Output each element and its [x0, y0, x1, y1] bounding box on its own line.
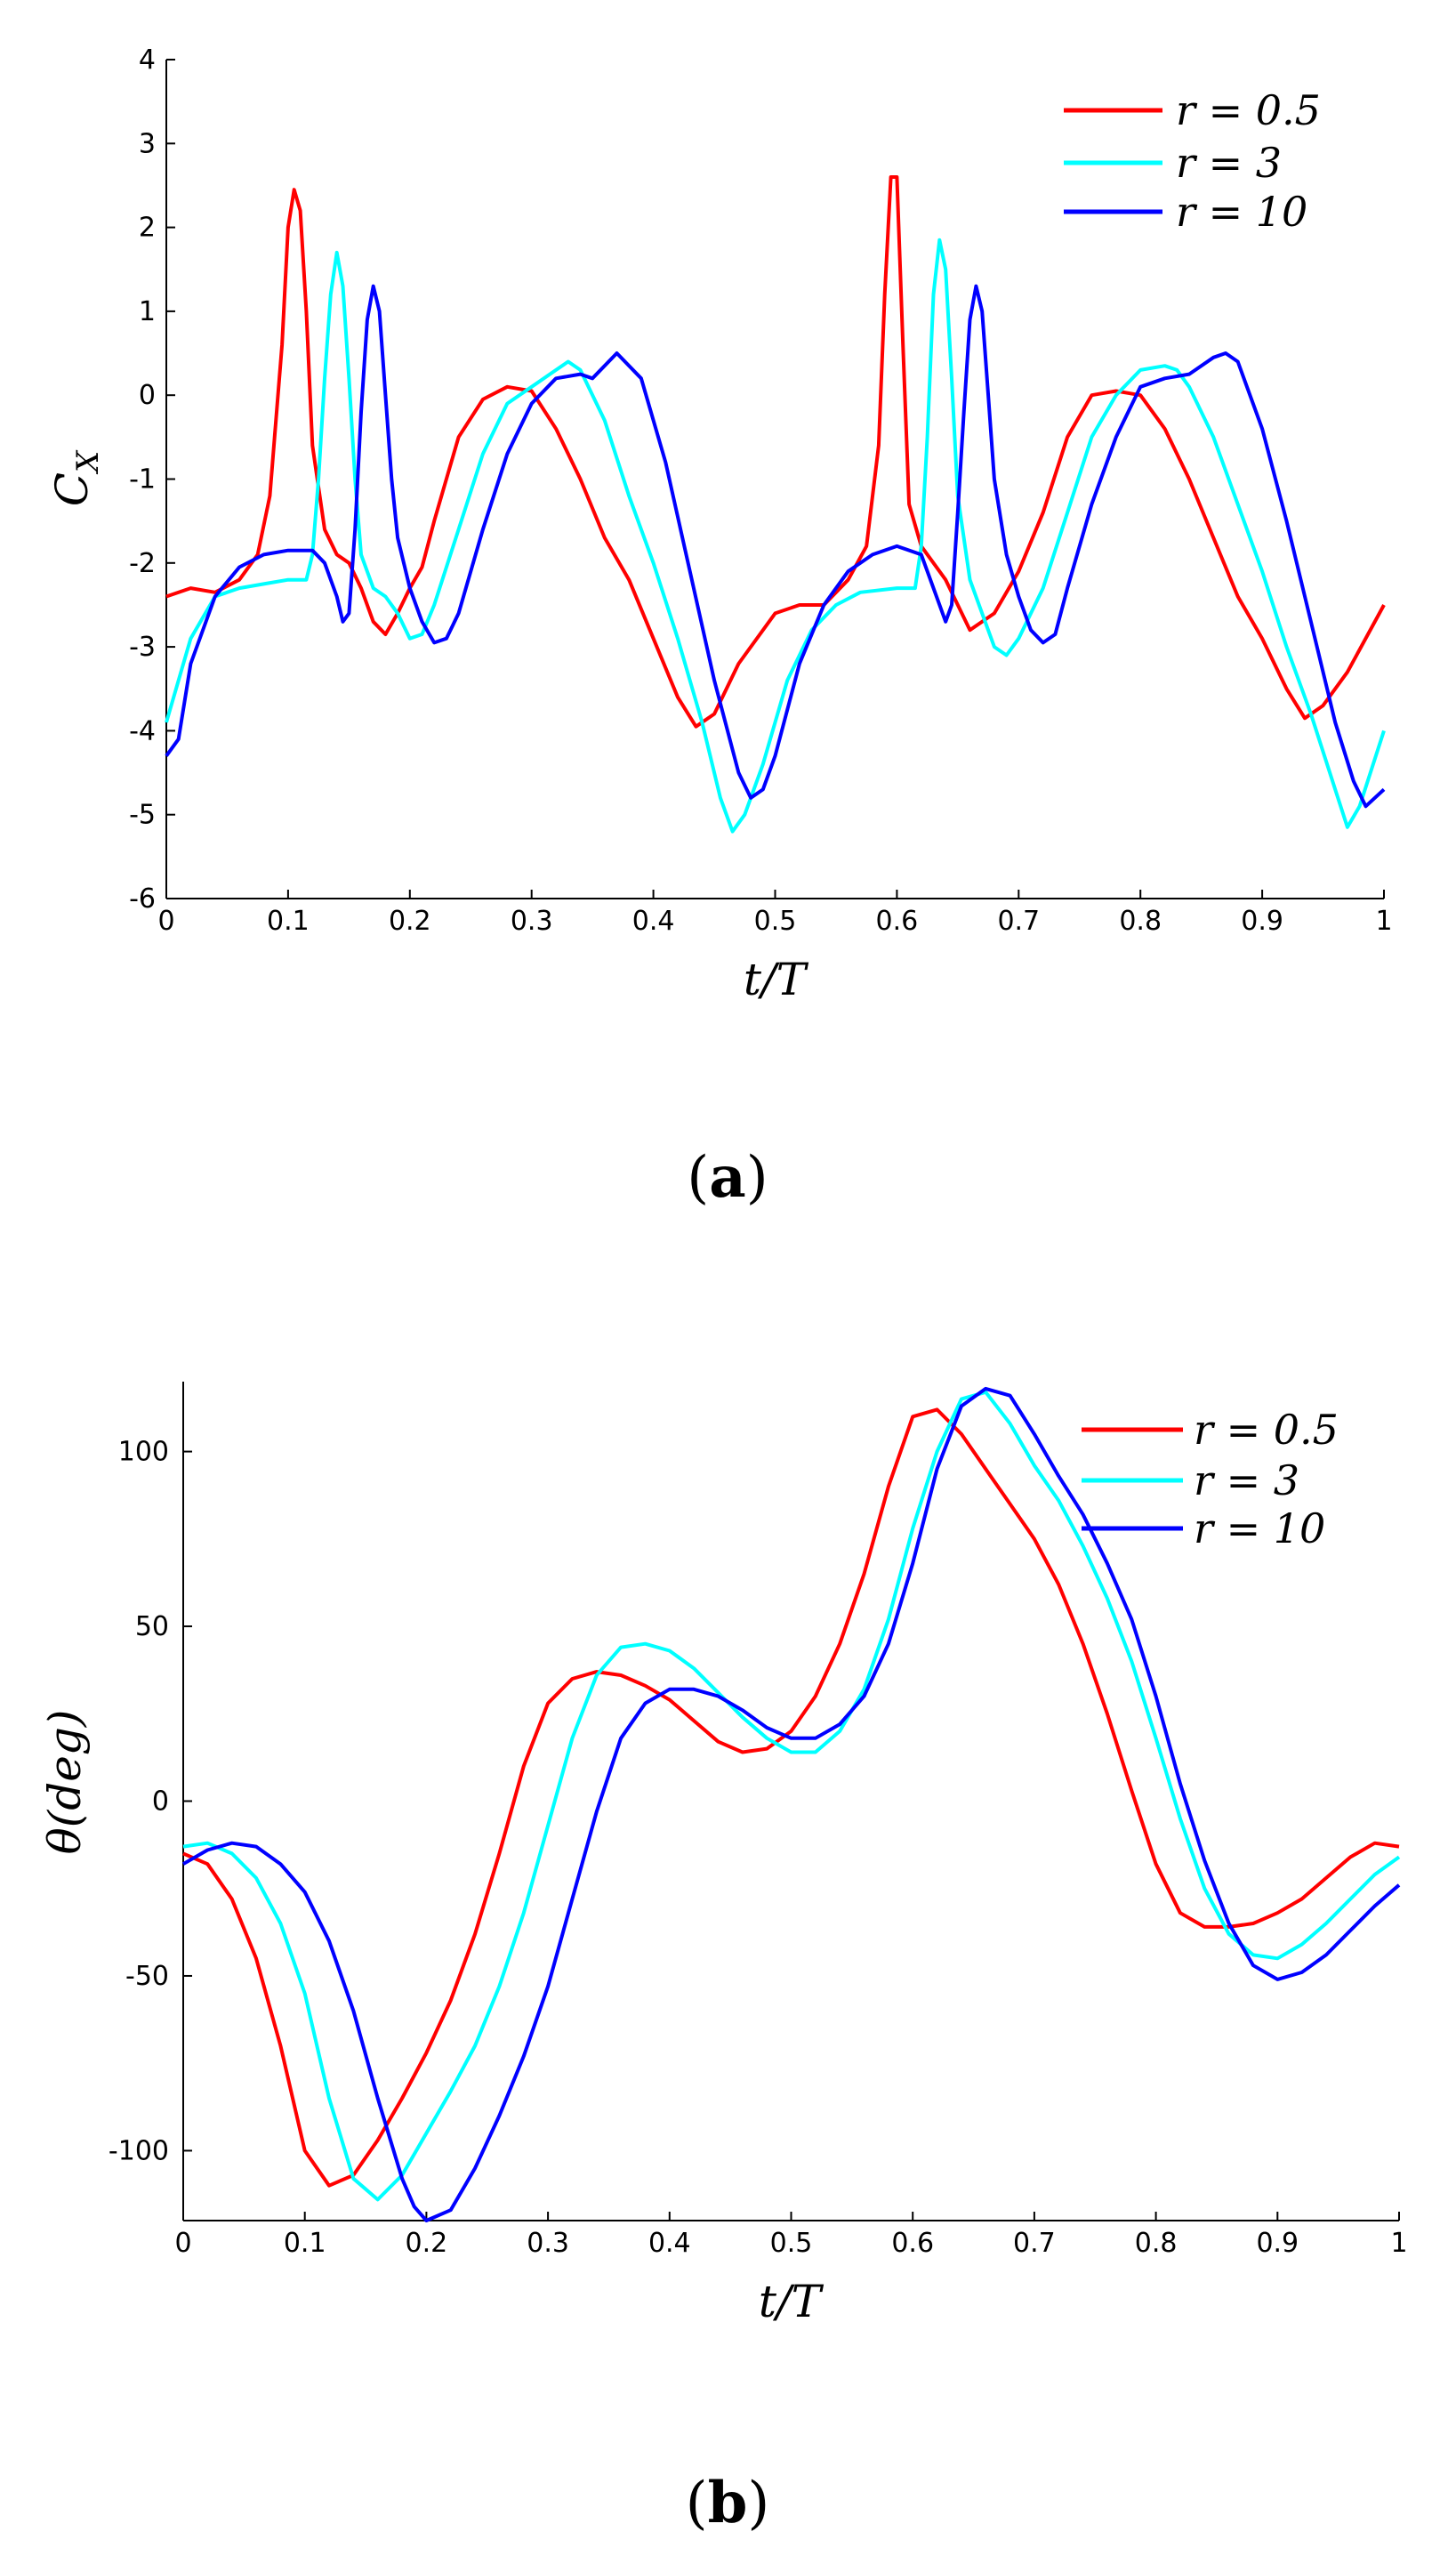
chart-a-y-tick-label: 0: [139, 380, 156, 411]
chart-b-y-tick-label: 0: [152, 1786, 169, 1818]
chart-b-y-tick-label: 50: [135, 1611, 169, 1642]
chart-a-series-line-0: [165, 175, 1386, 729]
chart-b-x-tick-label: 0.7: [1013, 2228, 1056, 2259]
chart-b-x-tick-label: 0.1: [284, 2228, 326, 2259]
chart-a-x-tick-label: 0.7: [997, 906, 1040, 937]
chart-a-plot-area: 0 0.1 0.2 0.3 0.4 0.5 0.6 0.7 0.8 0.9 1 -6 -5 -4 -3 -2 -…: [129, 44, 1392, 937]
chart-b-x-tick-label: 0.6: [891, 2228, 934, 2259]
chart-a-legend-label-0: r = 0.5: [1176, 86, 1321, 134]
chart-a-series-line-2: [165, 284, 1386, 809]
chart-a-x-tick-label: 0.5: [754, 906, 797, 937]
caption-b-letter: b: [708, 2470, 748, 2536]
chart-b-legend-label-1: r = 3: [1194, 1456, 1299, 1504]
chart-a-legend-label-1: r = 3: [1176, 139, 1282, 187]
chart-b-legend: r = 0.5 r = 3 r = 10: [1082, 1406, 1339, 1552]
chart-a-y-tick-label: -6: [129, 883, 156, 915]
chart-a-x-tick-label: 0.1: [267, 906, 310, 937]
chart-a-y-tick-label: -4: [129, 715, 156, 746]
chart-a: 0 0.1 0.2 0.3 0.4 0.5 0.6 0.7 0.8 0.9 1 -6 -5 -4 -3 -2 -…: [46, 44, 1393, 1211]
chart-a-y-tick-label: 4: [139, 44, 156, 76]
chart-a-y-tick-label: 1: [139, 296, 156, 327]
chart-a-x-tick-label: 1: [1375, 906, 1392, 937]
chart-b-legend-label-2: r = 10: [1194, 1504, 1325, 1552]
chart-b-plot-area: 0 0.1 0.2 0.3 0.4 0.5 0.6 0.7 0.8 0.9 1 -100 -50 0 50 1…: [109, 1382, 1408, 2259]
chart-a-y-axis-label: CX: [46, 449, 106, 506]
caption-a-letter: a: [709, 1144, 745, 1211]
chart-a-x-axis-label: t/T: [744, 954, 809, 1005]
chart-a-legend: r = 0.5 r = 3 r = 10: [1064, 86, 1321, 236]
chart-a-x-tick-label: 0.6: [876, 906, 919, 937]
chart-b-x-tick-label: 0.4: [648, 2228, 691, 2259]
caption-b: (b): [686, 2470, 770, 2536]
chart-a-y-tick-label: -5: [129, 800, 156, 831]
chart-b-y-axis-label: θ(deg): [39, 1710, 91, 1855]
chart-b-y-tick-label: -50: [125, 1961, 169, 1992]
chart-a-series-line-1: [165, 238, 1386, 834]
chart-b-x-tick-label: 0.5: [770, 2228, 813, 2259]
caption-b-open: (: [686, 2471, 708, 2536]
chart-a-y-tick-label: -1: [129, 464, 156, 496]
caption-b-close: ): [747, 2471, 769, 2536]
chart-b-legend-label-0: r = 0.5: [1194, 1406, 1339, 1454]
chart-a-y-axis-label-main: C: [46, 472, 98, 506]
chart-b-x-tick-label: 0.9: [1256, 2228, 1299, 2259]
chart-b-x-tick-label: 0.3: [527, 2228, 569, 2259]
chart-a-y-tick-label: -3: [129, 632, 156, 663]
caption-a-close: ): [746, 1145, 768, 1211]
chart-a-y-tick-label: -2: [129, 548, 156, 579]
chart-a-x-tick-label: 0.9: [1241, 906, 1283, 937]
chart-b-x-tick-label: 0: [174, 2228, 191, 2259]
chart-b-x-tick-label: 0.8: [1135, 2228, 1178, 2259]
caption-a-open: (: [687, 1145, 709, 1211]
chart-a-x-tick-label: 0.4: [632, 906, 675, 937]
chart-b-y-tick-label: 100: [118, 1437, 169, 1468]
chart-b: 0 0.1 0.2 0.3 0.4 0.5 0.6 0.7 0.8 0.9 1 -100 -50 0 50 1…: [39, 1382, 1408, 2536]
chart-a-y-axis-label-sub: X: [70, 449, 106, 475]
chart-a-x-tick-label: 0.2: [389, 906, 431, 937]
chart-b-x-tick-label: 1: [1390, 2228, 1407, 2259]
chart-b-y-tick-label: -100: [109, 2135, 169, 2166]
chart-b-x-tick-label: 0.2: [406, 2228, 448, 2259]
chart-a-x-tick-label: 0.3: [511, 906, 553, 937]
chart-b-series-line-2: [182, 1386, 1401, 2222]
caption-a: (a): [687, 1144, 768, 1211]
chart-b-x-axis-label: t/T: [759, 2276, 825, 2327]
chart-b-series-line-1: [182, 1390, 1401, 2202]
chart-a-x-tick-label: 0.8: [1119, 906, 1162, 937]
chart-a-y-tick-label: 3: [139, 128, 156, 159]
chart-a-x-tick-label: 0: [157, 906, 174, 937]
chart-a-legend-label-2: r = 10: [1176, 188, 1307, 236]
chart-a-y-tick-label: 2: [139, 213, 156, 244]
